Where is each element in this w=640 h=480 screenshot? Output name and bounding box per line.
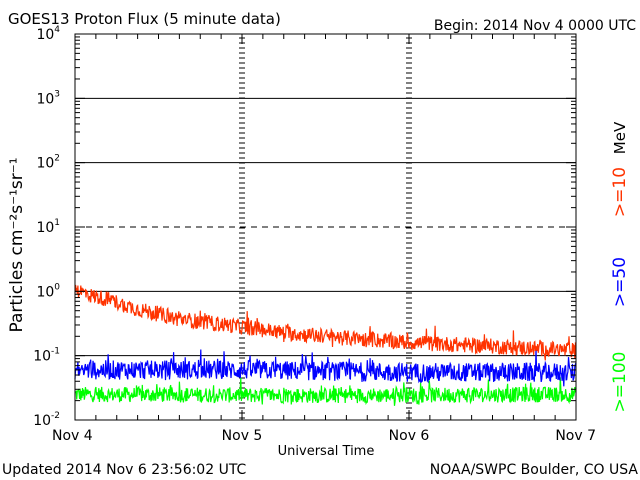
- plot-grid: [75, 37, 576, 419]
- y-tick-label: 100: [36, 282, 60, 300]
- legend-ge50: >=50: [610, 257, 630, 307]
- plot-series: [74, 284, 577, 406]
- y-tick-base: 10: [36, 91, 54, 107]
- y-axis-label: Particles cm⁻²s⁻¹sr⁻¹: [7, 157, 27, 332]
- begin-time: Begin: 2014 Nov 4 0000 UTC: [434, 18, 636, 34]
- x-tick-label: Nov 4: [52, 428, 93, 444]
- x-axis-ticks: Nov 4 Nov 5 Nov 6 Nov 7: [52, 34, 596, 444]
- x-tick-label: Nov 7: [555, 428, 596, 444]
- legend: MeV >=10 >=50 >=100: [610, 121, 630, 412]
- y-tick-base: 10: [36, 284, 54, 300]
- chart-title: GOES13 Proton Flux (5 minute data): [8, 10, 281, 28]
- plot-border: [74, 33, 577, 421]
- x-tick-label: Nov 5: [222, 428, 263, 444]
- y-tick-label: 104: [36, 25, 60, 43]
- y-tick-label: 103: [36, 89, 60, 107]
- legend-unit: MeV: [611, 121, 629, 154]
- y-tick-label: 101: [36, 218, 60, 236]
- y-tick-base: 10: [36, 156, 54, 172]
- y-tick-label: 102: [36, 154, 60, 172]
- y-tick-base: 10: [33, 413, 51, 429]
- y-tick-label: 10-1: [33, 347, 60, 365]
- y-tick-exponent: 3: [54, 89, 60, 99]
- y-tick-exponent: 1: [54, 218, 60, 228]
- y-tick-exponent: -2: [51, 411, 60, 421]
- x-tick-label: Nov 6: [389, 428, 430, 444]
- x-axis-label: Universal Time: [278, 444, 375, 459]
- y-tick-base: 10: [33, 349, 51, 365]
- credit: NOAA/SWPC Boulder, CO USA: [430, 462, 639, 478]
- series-line->=100: [74, 377, 577, 406]
- y-tick-base: 10: [36, 220, 54, 236]
- y-tick-label: 10-2: [33, 411, 60, 429]
- plot-frame: [74, 33, 577, 421]
- updated-timestamp: Updated 2014 Nov 6 23:56:02 UTC: [2, 462, 247, 478]
- series-line->=10: [74, 284, 577, 361]
- y-tick-base: 10: [36, 27, 54, 43]
- y-tick-exponent: -1: [51, 347, 60, 357]
- y-tick-exponent: 4: [54, 25, 60, 35]
- y-tick-exponent: 2: [54, 154, 60, 164]
- legend-ge10: >=10: [610, 167, 630, 217]
- y-tick-exponent: 0: [54, 282, 60, 292]
- series-line->=50: [74, 348, 577, 387]
- legend-ge100: >=100: [610, 352, 630, 413]
